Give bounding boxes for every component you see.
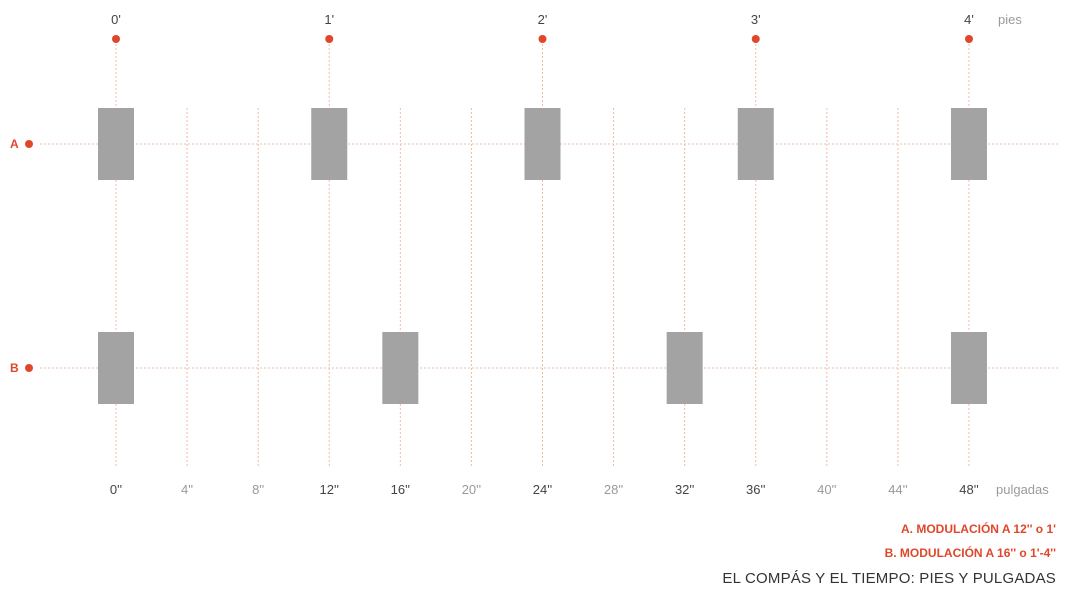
inch-label: 48'' [959,482,978,497]
foot-marker-dot [751,35,760,43]
post-a-48 [951,108,987,180]
foot-label: 4' [964,12,974,27]
post-b-32 [666,332,703,404]
row-label-b: B [10,361,19,375]
inch-label: 4'' [181,482,193,497]
post-b-16 [382,332,419,404]
foot-marker-dot [538,35,547,43]
inch-label: 16'' [391,482,410,497]
inch-label: 28'' [604,482,623,497]
foot-label: 0' [111,12,121,27]
legend-row-a: A. MODULACIÓN A 12'' o 1' [900,522,1056,536]
foot-marker-dot [112,35,120,43]
post-a-0 [98,108,134,180]
foot-label: 2' [538,12,548,27]
row-marker-dot [25,364,33,372]
row-label-a: A [10,137,19,151]
feet-unit-label: pies [998,12,1022,27]
foot-label: 3' [751,12,761,27]
foot-marker-dot [965,35,973,43]
row-marker-dot [25,140,33,148]
inch-label: 44'' [888,482,907,497]
inch-label: 20'' [462,482,481,497]
legend-row-b: B. MODULACIÓN A 16'' o 1'-4'' [884,546,1056,560]
inch-unit-label: pulgadas [996,482,1049,497]
post-a-12 [311,108,348,180]
post-b-48 [951,332,987,404]
inch-label: 32'' [675,482,694,497]
inch-label: 40'' [817,482,836,497]
foot-marker-dot [325,35,334,43]
inch-label: 12'' [320,482,339,497]
inch-label: 8'' [252,482,264,497]
inch-label: 24'' [533,482,552,497]
post-a-36 [737,108,774,180]
inch-label: 0'' [110,482,122,497]
post-a-24 [524,108,561,180]
inch-label: 36'' [746,482,765,497]
post-b-0 [98,332,134,404]
diagram-title: EL COMPÁS Y EL TIEMPO: PIES Y PULGADAS [722,570,1056,587]
foot-label: 1' [324,12,334,27]
